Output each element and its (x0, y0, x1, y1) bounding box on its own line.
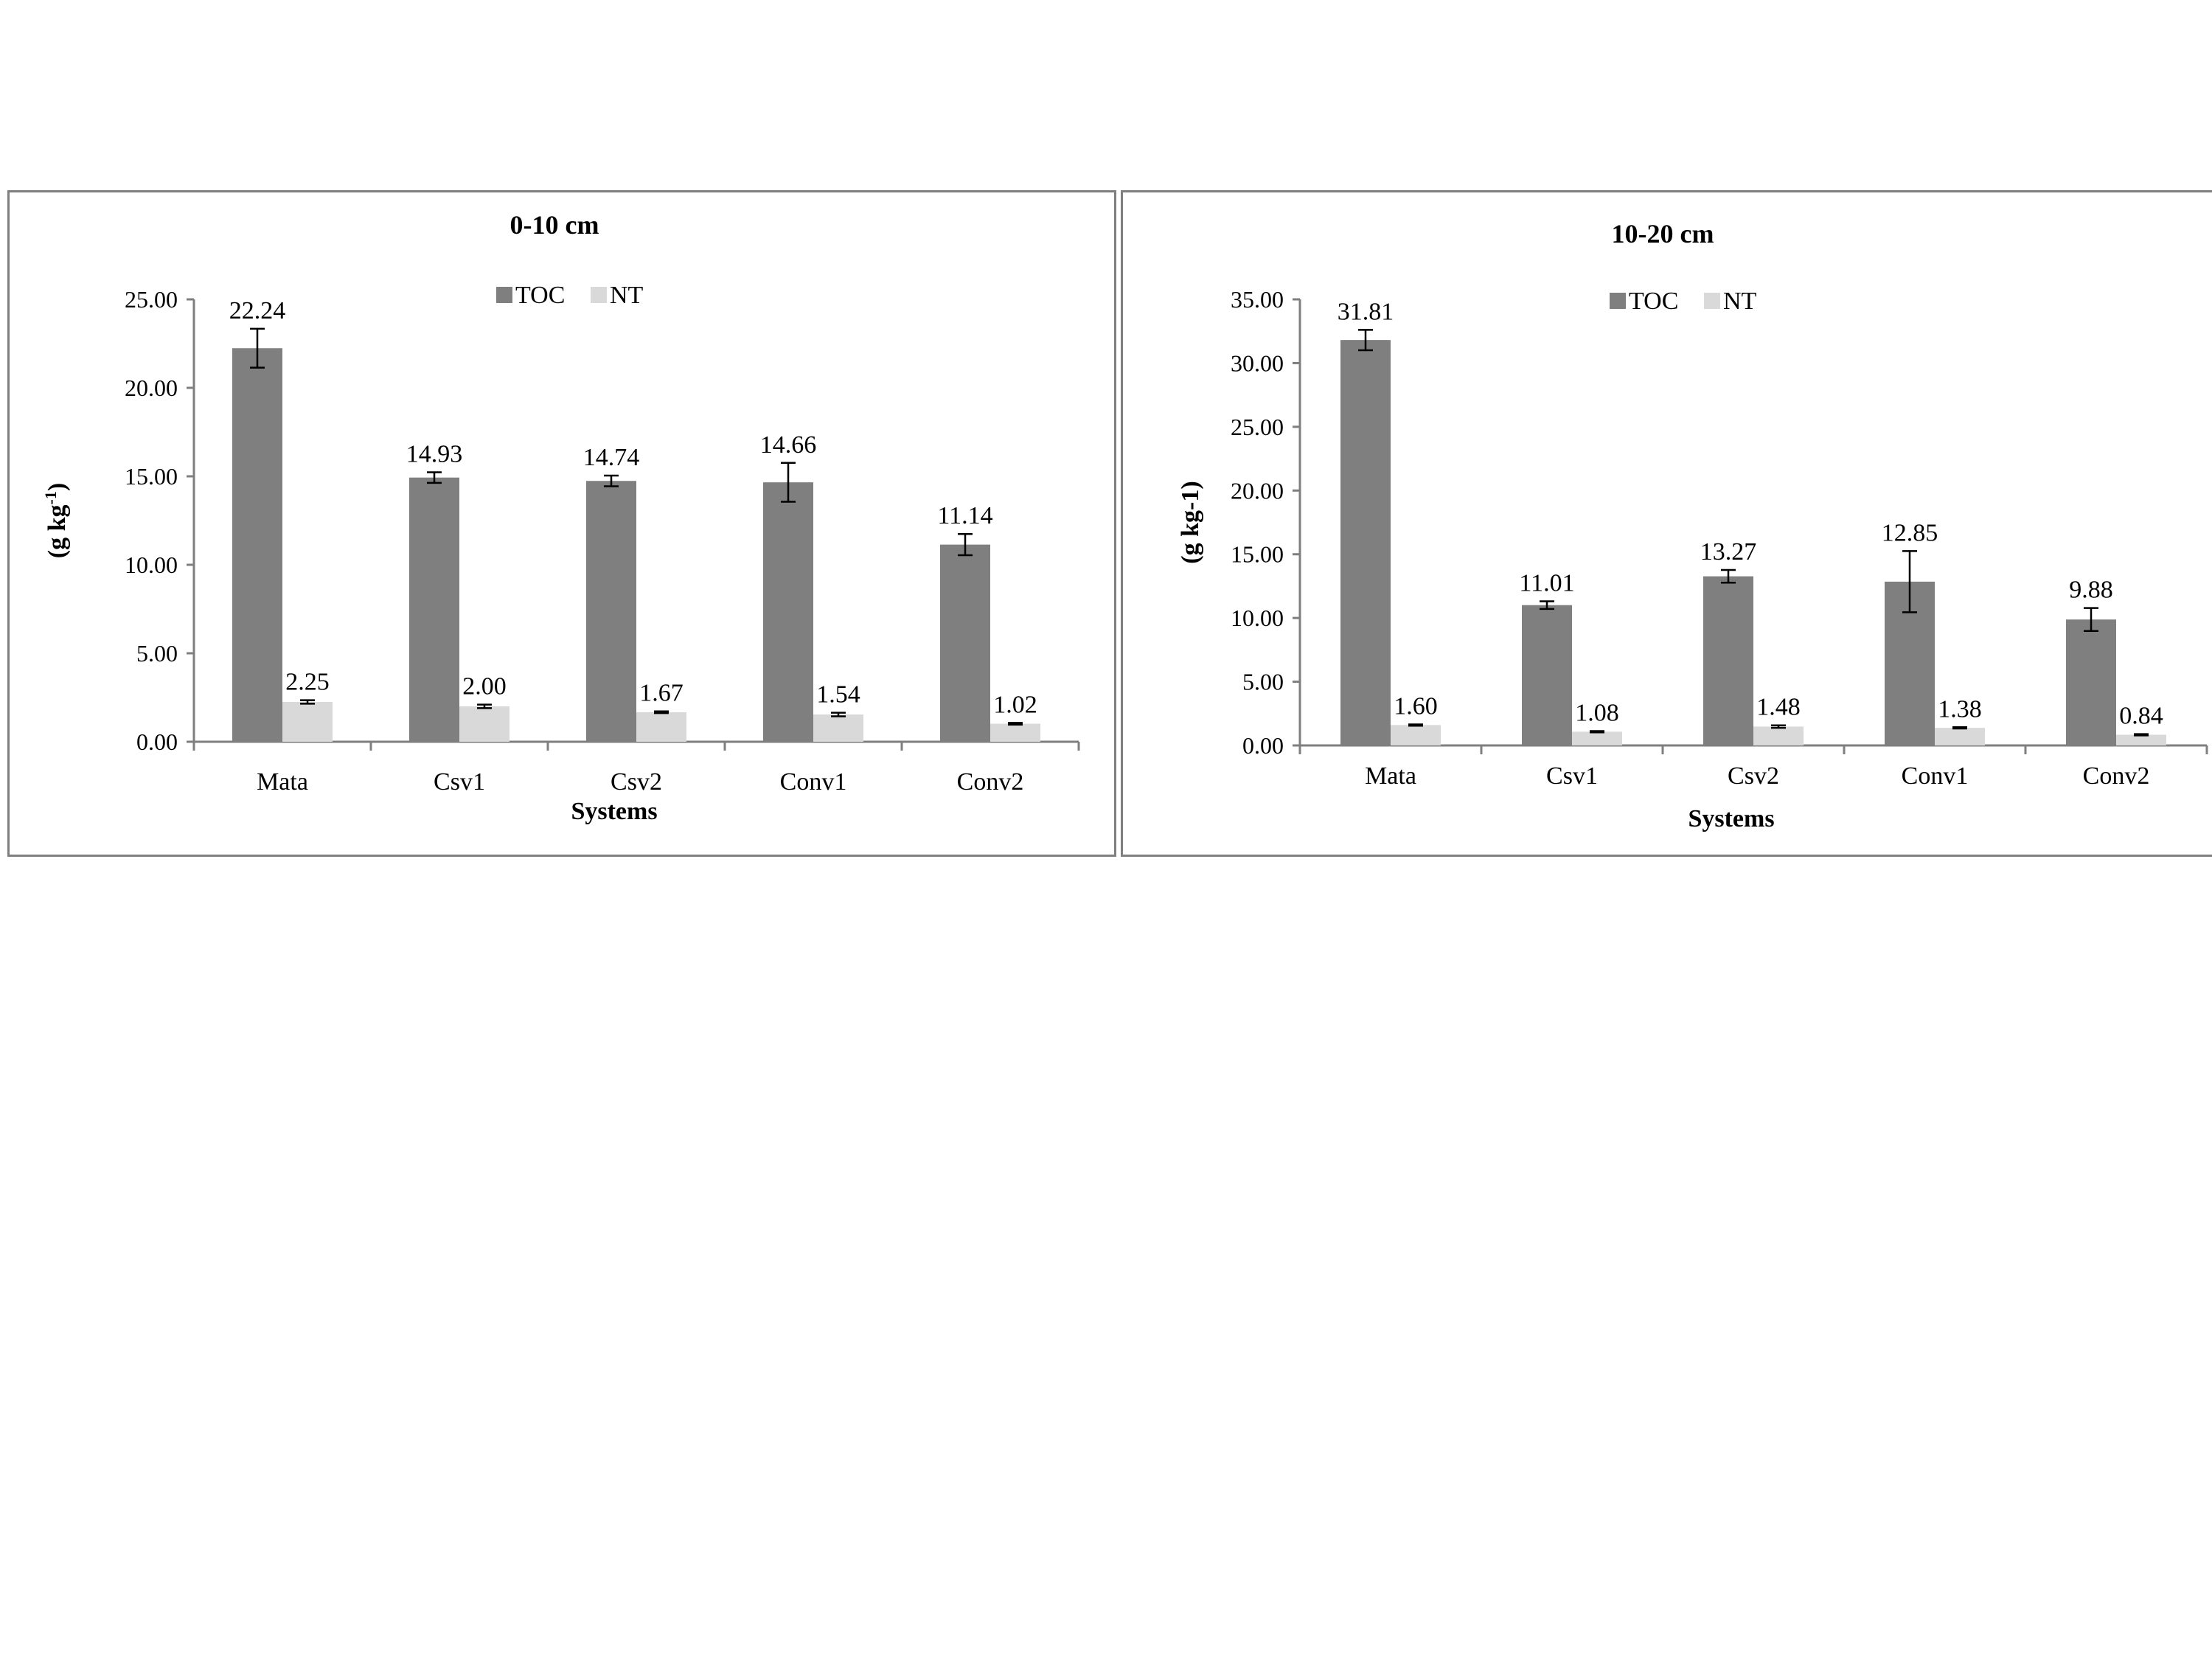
y-axis-title: (g kg-1) (1177, 481, 1204, 563)
bar-toc (586, 481, 636, 742)
x-category-label: Csv1 (434, 768, 485, 796)
data-label: 1.08 (1575, 699, 1619, 726)
legend-label-nt: NT (1723, 288, 1757, 315)
y-tick-label: 20.00 (125, 375, 178, 401)
data-label: 14.66 (760, 431, 817, 459)
data-label: 1.02 (993, 691, 1037, 718)
y-axis-title-close: ) (44, 483, 71, 491)
bar-nt (636, 712, 686, 742)
x-category-label: Csv2 (611, 768, 662, 796)
data-label: 31.81 (1338, 298, 1394, 325)
bar-toc (1522, 605, 1572, 745)
data-label: 11.14 (937, 502, 992, 529)
data-label: 11.01 (1519, 569, 1574, 597)
data-label: 12.85 (1882, 519, 1938, 546)
y-tick-label: 10.00 (1231, 605, 1284, 631)
y-tick-label: 5.00 (1242, 669, 1284, 695)
data-label: 22.24 (229, 297, 286, 324)
data-label: 1.38 (1938, 695, 1982, 723)
x-category-label: Csv2 (1728, 762, 1779, 790)
data-label: 1.60 (1394, 692, 1438, 720)
x-category-label: Conv2 (957, 768, 1024, 796)
y-tick-label: 35.00 (1231, 286, 1284, 313)
x-category-label: Conv1 (780, 768, 847, 796)
y-axis-title-main: (g kg (44, 504, 71, 558)
bar-nt (990, 723, 1040, 742)
y-tick-label: 15.00 (125, 463, 178, 490)
y-tick-label: 30.00 (1231, 349, 1284, 376)
data-label: 14.93 (406, 440, 463, 467)
bar-toc (232, 348, 282, 742)
bar-nt (1391, 725, 1441, 745)
data-label: 2.25 (285, 669, 330, 696)
y-tick-label: 0.00 (136, 728, 178, 755)
x-category-label: Mata (257, 768, 308, 796)
chart-title: 0-10 cm (510, 210, 599, 240)
data-label: 14.74 (583, 444, 640, 471)
data-label: 1.67 (639, 680, 684, 707)
legend-swatch-nt (591, 287, 607, 303)
legend-label-nt: NT (610, 282, 644, 309)
bar-nt (282, 702, 333, 742)
legend-label-toc: TOC (515, 282, 565, 309)
data-label: 0.84 (2119, 703, 2163, 730)
bar-nt (813, 714, 863, 742)
y-tick-label: 25.00 (125, 286, 178, 313)
x-axis-title: Systems (1688, 805, 1774, 832)
bar-toc (409, 477, 459, 742)
bar-nt (1935, 728, 1985, 745)
data-label: 1.48 (1756, 694, 1801, 721)
y-axis-title-main: (g kg-1) (1177, 481, 1204, 563)
x-category-label: Mata (1365, 762, 1416, 790)
data-label: 13.27 (1700, 538, 1757, 566)
bar-nt (1753, 726, 1804, 745)
x-category-label: Csv1 (1546, 762, 1598, 790)
bar-toc (940, 544, 990, 742)
legend-label-toc: TOC (1629, 288, 1678, 315)
chart-title: 10-20 cm (1612, 219, 1714, 248)
y-axis-title-superscript: -1 (41, 491, 60, 504)
bar-toc (1340, 340, 1391, 745)
chart-svg-10-20cm: 10-20 cm 0.00 5.00 10.00 15.00 20.00 25.00 30.0… (1177, 219, 2208, 832)
y-tick-label: 15.00 (1231, 541, 1284, 568)
chart-panel-10-20cm: 10-20 cm 0.00 5.00 10.00 15.00 20.00 25.00 30.0… (1121, 190, 2212, 857)
bar-nt (2116, 734, 2166, 745)
bar-toc (2066, 619, 2116, 745)
x-category-label: Conv2 (2083, 762, 2150, 790)
y-tick-label: 0.00 (1242, 732, 1284, 759)
legend-swatch-nt (1704, 293, 1720, 309)
legend-swatch-toc (1610, 293, 1626, 309)
y-axis-title: (g kg-1) (41, 483, 71, 558)
x-axis-title: Systems (571, 798, 657, 825)
y-tick-label: 10.00 (125, 552, 178, 578)
chart-svg-0-10cm: 0-10 cm 0.00 5.00 10.00 15.00 20.00 25.00 Mata 2… (41, 210, 1080, 825)
data-label: 1.54 (816, 681, 860, 709)
data-label: 9.88 (2069, 577, 2113, 604)
bar-toc (763, 482, 813, 742)
y-tick-label: 20.00 (1231, 477, 1284, 504)
bar-nt (459, 706, 509, 742)
y-tick-label: 25.00 (1231, 414, 1284, 440)
bar-nt (1572, 731, 1622, 745)
x-category-label: Conv1 (1902, 762, 1969, 790)
legend-swatch-toc (496, 287, 512, 303)
chart-panel-0-10cm: 0-10 cm 0.00 5.00 10.00 15.00 20.00 25.00 Mata 2… (7, 190, 1116, 857)
y-tick-label: 5.00 (136, 640, 178, 667)
bar-toc (1703, 576, 1753, 745)
data-label: 2.00 (462, 673, 507, 700)
